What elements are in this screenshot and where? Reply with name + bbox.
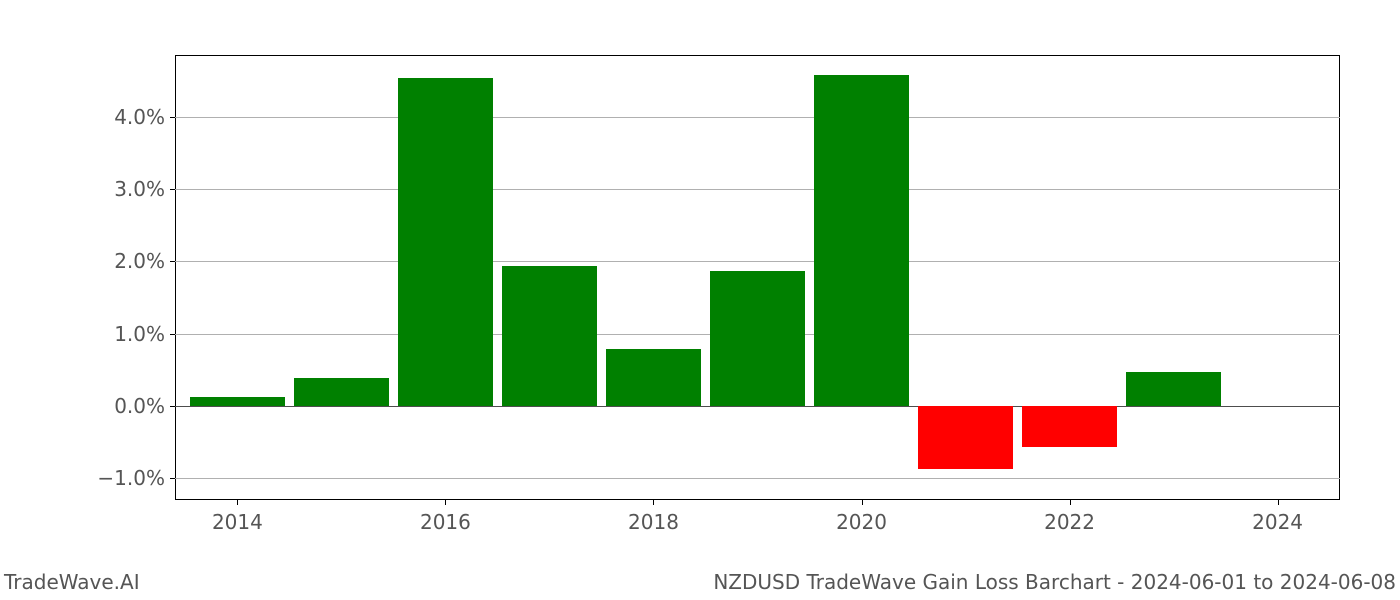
y-tick-mark — [170, 117, 175, 118]
zero-line — [175, 406, 1340, 407]
grid-line — [175, 478, 1340, 479]
bar — [710, 271, 806, 406]
x-tick-mark — [862, 500, 863, 505]
x-tick-label: 2022 — [1044, 510, 1095, 534]
x-tick-mark — [237, 500, 238, 505]
bar — [918, 406, 1014, 469]
grid-line — [175, 117, 1340, 118]
bar — [502, 266, 598, 406]
x-tick-label: 2014 — [212, 510, 263, 534]
y-tick-label: 0.0% — [114, 394, 165, 418]
bar — [606, 349, 702, 405]
grid-line — [175, 261, 1340, 262]
footer-brand: TradeWave.AI — [4, 570, 140, 594]
y-tick-label: 1.0% — [114, 322, 165, 346]
y-tick-mark — [170, 261, 175, 262]
x-tick-mark — [1070, 500, 1071, 505]
x-tick-label: 2024 — [1252, 510, 1303, 534]
chart-plot-area — [175, 55, 1340, 500]
y-tick-label: −1.0% — [97, 466, 165, 490]
y-tick-label: 2.0% — [114, 249, 165, 273]
y-tick-mark — [170, 189, 175, 190]
y-tick-mark — [170, 478, 175, 479]
x-tick-mark — [653, 500, 654, 505]
bar — [190, 397, 286, 406]
x-tick-label: 2016 — [420, 510, 471, 534]
x-tick-mark — [445, 500, 446, 505]
y-tick-label: 3.0% — [114, 177, 165, 201]
bar — [1126, 372, 1222, 406]
x-tick-mark — [1278, 500, 1279, 505]
bar — [814, 75, 910, 406]
y-tick-mark — [170, 334, 175, 335]
y-tick-label: 4.0% — [114, 105, 165, 129]
bar — [294, 378, 390, 405]
x-tick-label: 2018 — [628, 510, 679, 534]
x-tick-label: 2020 — [836, 510, 887, 534]
footer-caption: NZDUSD TradeWave Gain Loss Barchart - 20… — [713, 570, 1396, 594]
bar — [1022, 406, 1118, 447]
y-tick-mark — [170, 406, 175, 407]
bar — [398, 78, 494, 406]
grid-line — [175, 189, 1340, 190]
